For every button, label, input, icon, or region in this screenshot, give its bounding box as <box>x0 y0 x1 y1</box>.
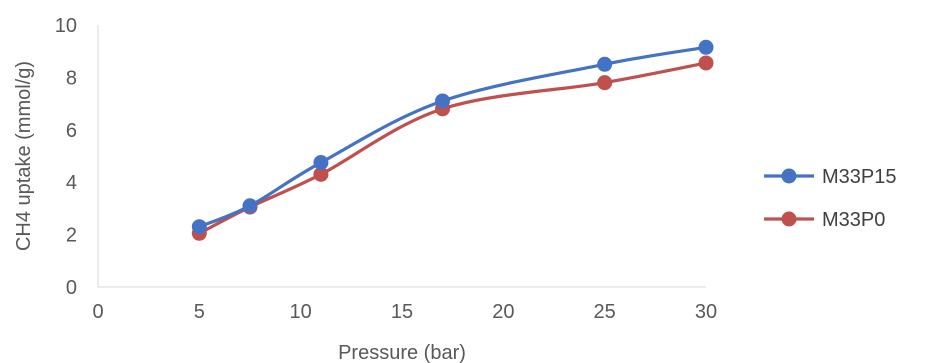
x-tick-label: 0 <box>92 301 103 323</box>
series-line-m33p0 <box>197 61 708 235</box>
x-tick-label: 20 <box>492 301 514 323</box>
axes: 0 5 10 15 20 25 30 0 2 4 6 8 10 <box>55 15 717 323</box>
point-m33p15 <box>597 56 613 72</box>
y-tick-label: 10 <box>55 15 77 37</box>
legend-marker-m33p0 <box>781 211 797 227</box>
point-m33p0 <box>313 166 329 182</box>
series-line-m33p15 <box>197 45 708 229</box>
x-tick-label: 15 <box>391 301 413 323</box>
x-axis-title: Pressure (bar) <box>338 342 466 363</box>
y-tick-label: 4 <box>66 172 77 194</box>
x-tick-label: 10 <box>290 301 312 323</box>
y-tick-label: 2 <box>66 225 77 247</box>
point-m33p15 <box>191 219 207 235</box>
point-m33p0 <box>597 75 613 91</box>
legend: M33P15 M33P0 <box>764 166 897 231</box>
point-m33p15 <box>698 39 714 55</box>
y-axis-title: CH4 uptake (mmol/g) <box>13 61 35 251</box>
y-tick-label: 0 <box>66 277 77 299</box>
x-tick-label: 25 <box>594 301 616 323</box>
legend-label-m33p0: M33P0 <box>822 209 885 231</box>
y-tick-label: 6 <box>66 120 77 142</box>
y-tick-label: 8 <box>66 67 77 89</box>
series-layer <box>191 39 714 241</box>
point-m33p15 <box>242 198 258 214</box>
point-m33p15 <box>435 93 451 109</box>
x-tick-label: 30 <box>695 301 717 323</box>
legend-label-m33p15: M33P15 <box>822 166 897 188</box>
x-tick-label: 5 <box>194 301 205 323</box>
point-m33p15 <box>313 155 329 171</box>
legend-marker-m33p15 <box>781 168 797 184</box>
point-m33p0 <box>698 55 714 71</box>
